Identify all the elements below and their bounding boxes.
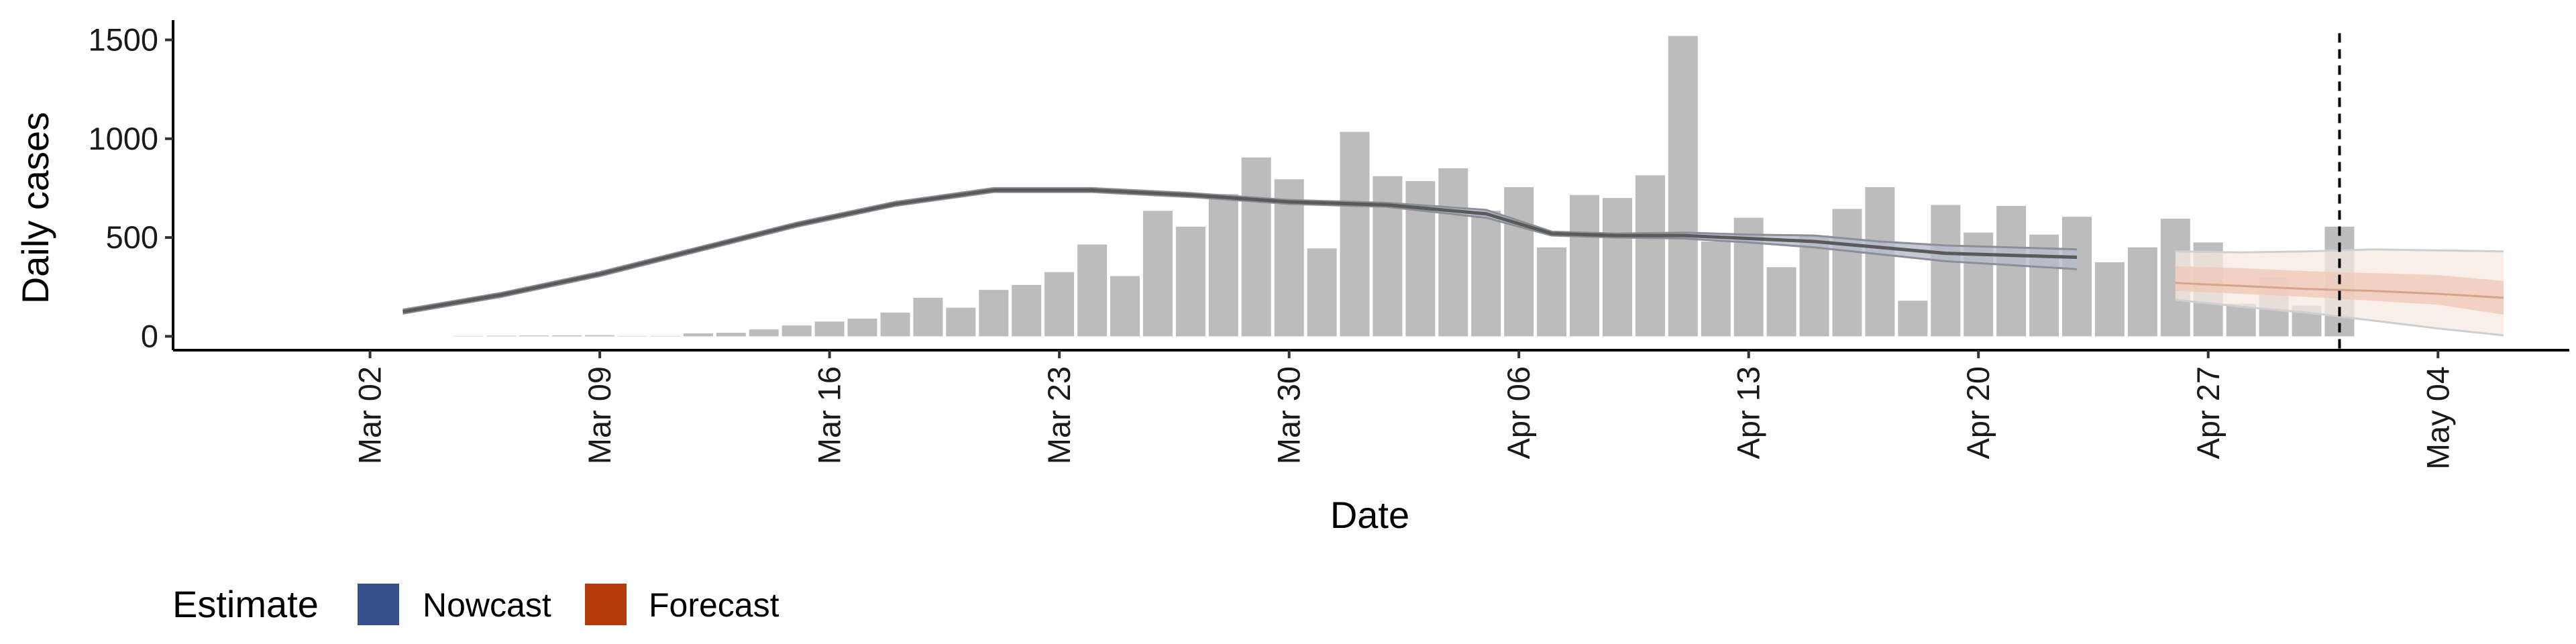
bar [1635, 175, 1665, 337]
bar [979, 290, 1009, 337]
bar [1373, 176, 1403, 337]
bar [453, 335, 484, 337]
bar [749, 329, 779, 337]
x-tick-label: Mar 23 [1041, 366, 1077, 464]
x-axis-title: Date [1330, 494, 1409, 536]
x-tick-label: Apr 20 [1960, 366, 1996, 459]
y-tick-label: 500 [106, 219, 158, 255]
bar [1044, 272, 1075, 337]
legend-key-forecast [585, 584, 627, 625]
bar [683, 333, 713, 337]
x-tick-label: Mar 09 [582, 366, 617, 464]
legend-label-nowcast: Nowcast [423, 586, 551, 624]
bar [1471, 211, 1501, 337]
bar [716, 333, 746, 337]
legend: Nowcast Forecast [358, 584, 780, 625]
bar [519, 335, 549, 337]
bar [1537, 247, 1567, 337]
bar [1799, 235, 1829, 337]
x-tick-label: Mar 16 [812, 366, 847, 464]
bar [1012, 284, 1042, 337]
forecast-outer-lower-line [2175, 299, 2504, 337]
bar [946, 307, 976, 337]
bar [913, 297, 943, 337]
bar [814, 321, 845, 337]
bar [1110, 276, 1140, 337]
bar [1274, 179, 1304, 337]
bar [1832, 209, 1862, 337]
bar [1603, 198, 1632, 337]
bar [1241, 157, 1271, 337]
estimate-upper-line [402, 186, 2078, 311]
bar [1898, 301, 1928, 337]
y-tick-label: 1500 [88, 21, 158, 57]
bar [782, 325, 812, 337]
x-tick-label: Apr 06 [1501, 366, 1536, 459]
estimate-median-line [402, 188, 2078, 314]
bar [847, 318, 877, 337]
x-tick-label: Apr 27 [2190, 366, 2226, 459]
bar [1931, 205, 1961, 337]
bar [552, 335, 582, 337]
forecast-median-line [2175, 282, 2504, 299]
bar [1996, 205, 2027, 337]
bar [1208, 194, 1238, 337]
bar [618, 335, 647, 337]
bar [1438, 168, 1468, 337]
bar [2094, 262, 2125, 337]
x-tick-label: Mar 30 [1271, 366, 1307, 464]
legend-key-nowcast [358, 584, 399, 625]
x-tick-label: May 04 [2420, 366, 2455, 470]
bar [880, 313, 910, 337]
bar [651, 335, 680, 337]
bar [2062, 217, 2092, 337]
bar [1766, 267, 1796, 337]
bar [1865, 186, 1895, 337]
bar [2127, 247, 2157, 337]
bar [486, 335, 517, 337]
bar [1077, 244, 1108, 337]
legend-title: Estimate [172, 583, 319, 625]
bar [1175, 226, 1205, 337]
bar [585, 335, 615, 337]
bars-group [453, 36, 2355, 337]
bar [2226, 303, 2256, 337]
y-tick-label: 0 [141, 318, 158, 354]
bar [1701, 241, 1731, 337]
y-tick-label: 1000 [88, 121, 158, 156]
y-axis-title: Daily cases [14, 112, 56, 304]
bar [1504, 186, 1534, 337]
bar [1570, 195, 1599, 337]
bar [1668, 36, 1698, 337]
x-tick-label: Apr 13 [1731, 366, 1766, 459]
estimate-lower-line [402, 191, 2078, 315]
bar [1340, 131, 1370, 337]
bar [1307, 248, 1337, 337]
x-tick-label: Mar 02 [352, 366, 388, 464]
legend-label-forecast: Forecast [649, 586, 780, 624]
bar [1142, 211, 1173, 337]
